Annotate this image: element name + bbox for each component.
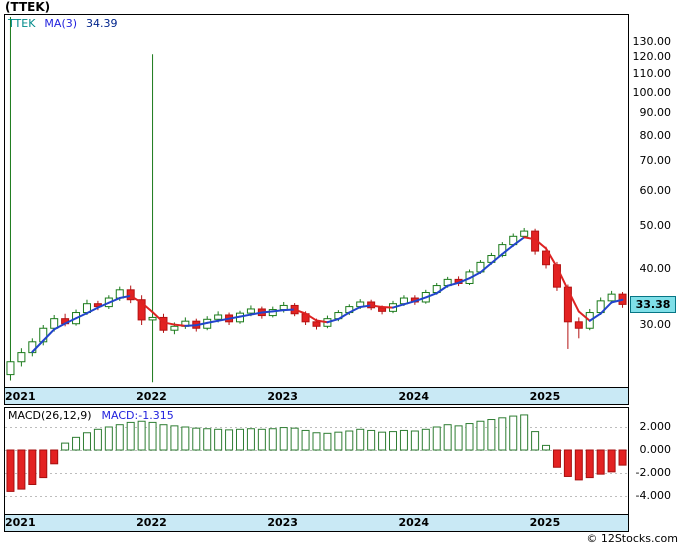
price-x-year-label: 2023 — [267, 390, 298, 403]
macd-x-year-label: 2024 — [398, 516, 430, 529]
price-chart-legend: TTEK MA(3) 34.39 — [8, 17, 118, 30]
ma-label: MA(3) — [44, 17, 78, 30]
macd-x-year-label: 2021 — [5, 516, 36, 529]
price-y-axis-label: 130.00 — [632, 35, 672, 48]
price-y-axis-label: 120.00 — [632, 50, 672, 64]
macd-x-year-label: 2023 — [267, 516, 298, 529]
ma-value: 34.39 — [86, 17, 118, 30]
macd-y-axis-label: 2.000 — [639, 420, 672, 433]
price-y-axis-label: 30.00 — [639, 318, 672, 331]
price-x-year-label: 2025 — [529, 390, 561, 403]
price-x-year-label: 2024 — [398, 390, 430, 403]
macd-x-axis-band — [5, 514, 628, 531]
macd-y-axis-label: -2.000 — [635, 466, 671, 479]
last-price-label: 33.38 — [630, 296, 676, 314]
price-y-axis-label: 80.00 — [639, 128, 672, 142]
macd-y-axis-label: -4.000 — [635, 489, 671, 502]
macd-settings-label: MACD(26,12,9) — [8, 409, 92, 422]
price-y-axis-label: 110.00 — [632, 67, 672, 81]
macd-x-year-label: 2025 — [529, 516, 561, 529]
macd-panel — [4, 407, 629, 532]
price-y-axis-label: 90.00 — [639, 105, 672, 119]
price-chart-panel — [4, 14, 629, 405]
macd-y-axis-label: 0.000 — [639, 443, 672, 456]
macd-x-year-label: 2022 — [136, 516, 167, 529]
price-y-axis-label: 70.00 — [639, 154, 672, 168]
copyright-watermark: © 12Stocks.com — [586, 532, 678, 545]
ticker-symbol-label: TTEK — [8, 17, 36, 30]
price-y-axis-label: 60.00 — [639, 184, 672, 198]
price-y-axis-label: 40.00 — [639, 262, 672, 276]
price-x-year-label: 2021 — [5, 390, 36, 403]
macd-current-value: MACD:-1.315 — [101, 409, 174, 422]
ticker-title: (TTEK) — [5, 0, 51, 14]
price-y-axis-label: 100.00 — [632, 85, 672, 99]
price-y-axis-label: 50.00 — [639, 219, 672, 233]
price-x-axis-band — [5, 387, 628, 404]
price-x-year-label: 2022 — [136, 390, 167, 403]
macd-legend: MACD(26,12,9) MACD:-1.315 — [8, 409, 174, 422]
